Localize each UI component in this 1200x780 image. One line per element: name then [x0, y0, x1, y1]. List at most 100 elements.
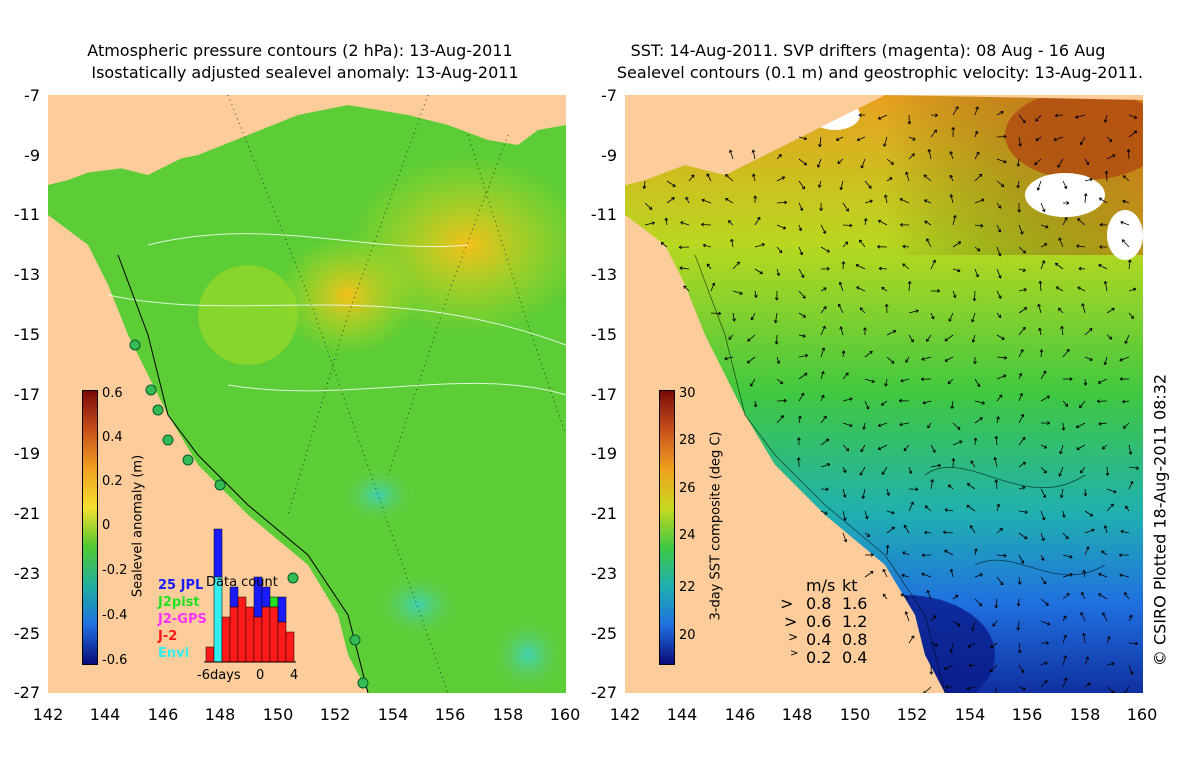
velocity-arrow: [1124, 592, 1130, 600]
velocity-arrow: [1040, 598, 1049, 606]
velocity-arrow: [924, 220, 932, 226]
velocity-arrow: [1018, 436, 1026, 446]
velocity-arrow: [820, 415, 827, 424]
velocity-arrow: [1098, 264, 1108, 270]
velocity-arrow: [818, 136, 822, 148]
velocity-arrow: [774, 334, 779, 345]
velocity-arrow: [664, 217, 669, 226]
velocity-arrow: [996, 527, 1003, 534]
velocity-arrow: [996, 134, 1007, 139]
velocity-arrow: [776, 398, 787, 403]
velocity-arrow: [1106, 488, 1117, 494]
velocity-arrow: [1103, 525, 1108, 534]
legend-mission-jpl: 25 JPL: [158, 578, 204, 593]
velocity-arrow: [1062, 592, 1070, 600]
right-cbar-tick: 30: [679, 386, 696, 401]
right-xtick: 142: [609, 705, 641, 724]
velocity-arrow: [996, 334, 1005, 340]
velocity-arrow: [996, 158, 1007, 164]
velocity-arrow: [1075, 422, 1086, 429]
velocity-arrow: [1103, 356, 1108, 366]
velocity-arrow: [1097, 378, 1108, 384]
velocity-arrow: [1083, 193, 1088, 204]
velocity-arrow: [994, 686, 998, 693]
velocity-arrow: [842, 202, 849, 212]
velocity-arrow: [753, 290, 758, 298]
velocity-arrow: [930, 463, 941, 468]
velocity-arrow: [1103, 280, 1108, 292]
velocity-arrow: [1062, 554, 1073, 559]
velocity-arrow: [728, 149, 734, 160]
velocity-arrow: [861, 488, 866, 499]
velocity-arrow: [902, 551, 910, 556]
velocity-arrow: [820, 325, 826, 336]
velocity-arrow: [1040, 488, 1047, 498]
velocity-arrow: [798, 392, 805, 402]
velocity-arrow: [996, 246, 1002, 257]
velocity-arrow: [1040, 679, 1048, 688]
velocity-arrow: [966, 686, 976, 691]
velocity-arrow: [930, 615, 937, 622]
velocity-arrow: [1036, 180, 1042, 191]
velocity-arrow: [819, 202, 823, 212]
velocity-arrow: [706, 173, 712, 182]
velocity-arrow: [862, 422, 866, 430]
velocity-arrow: [974, 246, 981, 252]
velocity-arrow: [859, 307, 866, 314]
velocity-arrow: [952, 106, 959, 116]
velocity-arrow: [1078, 266, 1086, 271]
velocity-arrow: [930, 129, 937, 138]
velocity-arrow: [1128, 312, 1135, 319]
velocity-arrow: [899, 198, 910, 204]
left-colorbar-label: Sealevel anomaly (m): [130, 454, 146, 598]
left-map: [48, 95, 566, 693]
left-cbar-tick: 0.2: [102, 474, 123, 489]
velocity-arrow: [908, 153, 915, 160]
velocity-arrow: [948, 312, 954, 322]
velocity-arrow: [996, 268, 1002, 279]
right-cbar-tick: 20: [679, 628, 696, 643]
left-cbar-tick: -0.6: [102, 653, 128, 668]
velocity-arrow: [1018, 307, 1028, 314]
velocity-arrow: [877, 444, 888, 451]
right-title-line2: Sealevel contours (0.1 m) and geostrophi…: [616, 63, 1144, 82]
velocity-arrow: [864, 199, 873, 204]
velocity-arrow: [753, 195, 758, 204]
left-cbar-tick: 0: [102, 518, 111, 533]
velocity-arrow: [930, 113, 938, 118]
velocity-arrow: [685, 196, 690, 204]
velocity-arrow: [900, 378, 910, 383]
left-ytick: -13: [13, 265, 40, 284]
velocity-legend-kt: 0.8: [842, 630, 868, 649]
velocity-arrow: [1084, 683, 1091, 688]
velocity-arrow: [908, 466, 913, 474]
velocity-arrow: [907, 114, 912, 125]
velocity-arrow: [1083, 378, 1088, 386]
velocity-arrow: [1054, 113, 1064, 118]
velocity-arrow: [883, 136, 888, 147]
velocity-arrow: [945, 685, 954, 689]
velocity-arrow: [921, 356, 932, 361]
left-cbar-tick: 0.6: [102, 386, 123, 401]
left-ytick: -7: [24, 86, 40, 105]
velocity-arrow: [1126, 149, 1131, 160]
velocity-arrow: [1017, 576, 1022, 585]
velocity-arrow: [996, 355, 1008, 360]
legend-mission-j2gps: J2-GPS: [158, 612, 207, 627]
velocity-arrow: [1040, 444, 1048, 449]
velocity-arrow: [835, 136, 844, 142]
velocity-arrow: [1098, 572, 1108, 578]
velocity-legend-kt: 1.6: [842, 594, 868, 613]
velocity-arrow: [842, 422, 853, 428]
velocity-arrow: [952, 241, 962, 248]
velocity-arrow: [706, 263, 712, 270]
velocity-arrow: [1080, 591, 1086, 600]
left-xtick: 154: [377, 705, 409, 724]
left-colorbar: [82, 390, 98, 665]
velocity-arrow: [1082, 632, 1086, 644]
velocity-arrow: [1119, 377, 1130, 381]
velocity-arrow: [1075, 114, 1086, 119]
velocity-arrow: [728, 334, 734, 340]
velocity-arrow: [996, 394, 1003, 402]
credit-text: © CSIRO Plotted 18-Aug-2011 08:32: [1150, 373, 1170, 667]
